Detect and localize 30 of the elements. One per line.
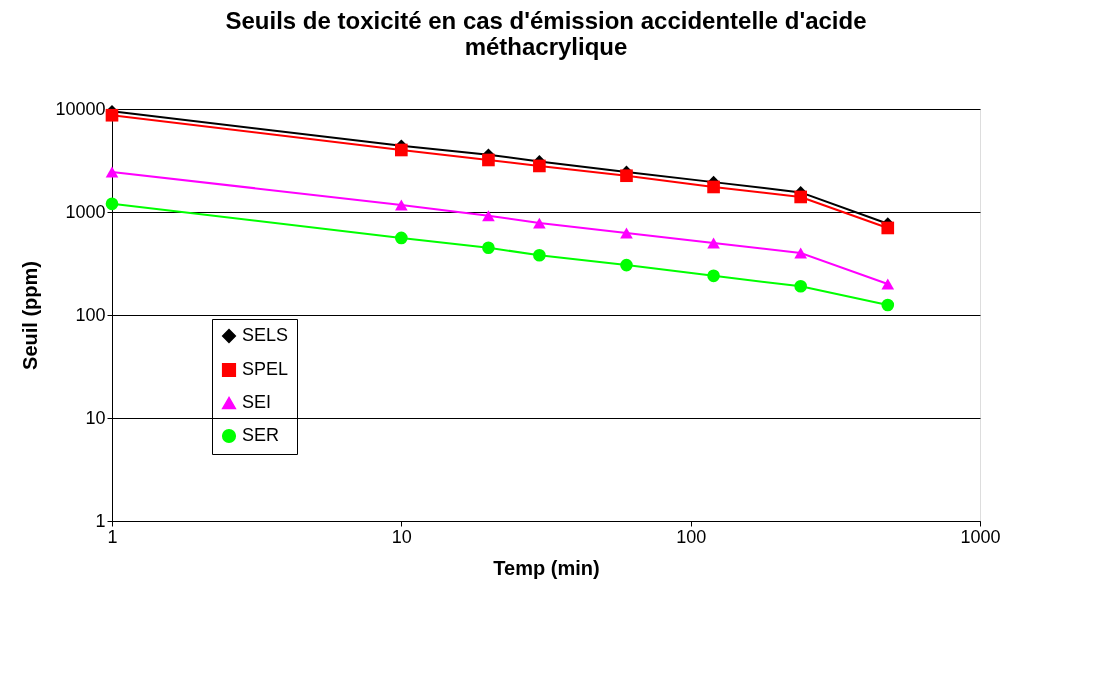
point (707, 269, 720, 283)
point (620, 227, 633, 239)
point (620, 169, 633, 183)
y-tick-label: 1 (95, 510, 106, 531)
y-tick-label: 10 (85, 407, 106, 428)
x-tick-label: 1000 (960, 526, 1001, 547)
y-axis-title: Seuil (ppm) (19, 261, 42, 370)
y-tick-label: 1000 (65, 201, 106, 222)
point (707, 180, 720, 194)
point (533, 159, 546, 173)
point (794, 247, 807, 259)
y-tick-label: 100 (75, 304, 106, 325)
point (881, 221, 895, 235)
x-tick-label: 100 (676, 526, 707, 547)
point (794, 279, 807, 293)
point (794, 190, 807, 204)
y-tick-label: 10000 (55, 98, 106, 119)
legend-label: SELS (242, 325, 289, 345)
legend-label: SEI (242, 392, 272, 412)
point (707, 237, 720, 249)
point (881, 278, 895, 290)
point (533, 217, 546, 229)
point (533, 248, 546, 262)
chart-title: Seuils de toxicité en cas d'émission accidentelle d'acide méthacrylique (225, 7, 867, 60)
x-tick-label: 10 (391, 526, 412, 547)
point (620, 258, 633, 272)
point (881, 298, 895, 312)
legend-label: SER (242, 425, 280, 445)
x-axis-title: Temp (min) (493, 556, 600, 579)
legend-label: SPEL (242, 359, 289, 379)
